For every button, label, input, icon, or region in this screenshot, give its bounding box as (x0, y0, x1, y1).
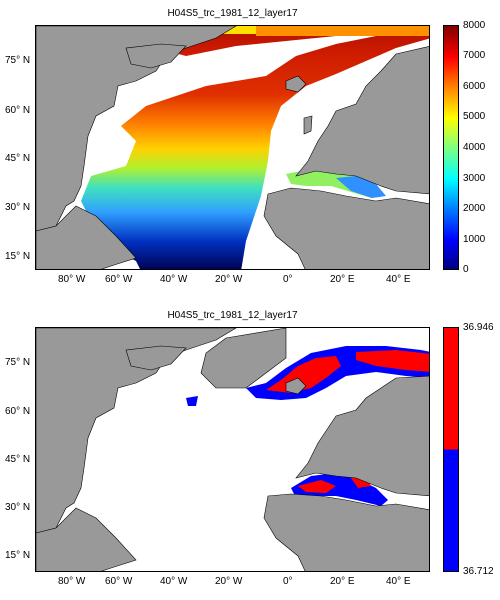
bottom-map-title: H04S5_trc_1981_12_layer17 (167, 310, 298, 321)
lon-tick-20w: 20° W (215, 576, 243, 587)
lon-tick-60w: 60° W (105, 274, 133, 285)
lon-tick-80w: 80° W (58, 274, 86, 285)
lon-tick-80w: 80° W (58, 576, 86, 587)
bottom-map-panel: H04S5_trc_1981_12_layer17 75 (0, 302, 500, 597)
nordic-band-high (266, 356, 341, 393)
lon-tick-0: 0° (283, 576, 293, 587)
lon-tick-60w: 60° W (105, 576, 133, 587)
lon-tick-20w: 20° W (215, 274, 243, 285)
lat-tick-60: 60° N (5, 406, 31, 417)
cbar-tick-3000: 3000 (463, 173, 486, 184)
top-map-title: H04S5_trc_1981_12_layer17 (167, 8, 298, 19)
lon-tick-20e: 20° E (330, 576, 355, 587)
lon-tick-40w: 40° W (160, 274, 188, 285)
top-colorbar (443, 25, 459, 270)
cbar-tick-7000: 7000 (463, 50, 486, 61)
labrador-patch (186, 396, 198, 406)
tracer-field (36, 26, 429, 269)
bottom-map-plot (35, 327, 430, 572)
lon-tick-20e: 20° E (330, 274, 355, 285)
cbar-tick-8000: 8000 (463, 20, 486, 31)
cbar-tick-6000: 6000 (463, 81, 486, 92)
cbar-tick-1000: 1000 (463, 234, 486, 245)
arctic-band-2 (256, 26, 429, 36)
lon-tick-0: 0° (283, 274, 293, 285)
med-high (298, 480, 336, 493)
cbar-tick-4000: 4000 (463, 142, 486, 153)
lon-tick-40e: 40° E (386, 576, 411, 587)
med-low (291, 473, 388, 506)
barents-high (356, 350, 429, 372)
cbar-tick-5000: 5000 (463, 111, 486, 122)
lat-tick-45: 45° N (5, 454, 31, 465)
lat-tick-60: 60° N (5, 105, 31, 116)
land (36, 26, 429, 269)
cbar-tick-2000: 2000 (463, 203, 486, 214)
lon-tick-40e: 40° E (386, 274, 411, 285)
land (36, 328, 429, 571)
bottom-colorbar (443, 327, 459, 572)
cbar-tick-0: 0 (463, 264, 469, 275)
lat-tick-75: 75° N (5, 55, 31, 66)
lat-tick-15: 15° N (5, 550, 31, 561)
lat-tick-30: 30° N (5, 502, 31, 513)
top-map-panel: H04S5_trc_1981_12_layer17 (0, 0, 500, 295)
lat-tick-30: 30° N (5, 202, 31, 213)
eastern-med-field (336, 176, 386, 198)
cbar-tick-max: 36.946 (463, 322, 494, 333)
lat-tick-15: 15° N (5, 251, 31, 262)
cbar-tick-min: 36.712 (463, 566, 494, 577)
top-map-plot (35, 25, 430, 270)
lat-tick-45: 45° N (5, 153, 31, 164)
lon-tick-40w: 40° W (160, 576, 188, 587)
lat-tick-75: 75° N (5, 357, 31, 368)
